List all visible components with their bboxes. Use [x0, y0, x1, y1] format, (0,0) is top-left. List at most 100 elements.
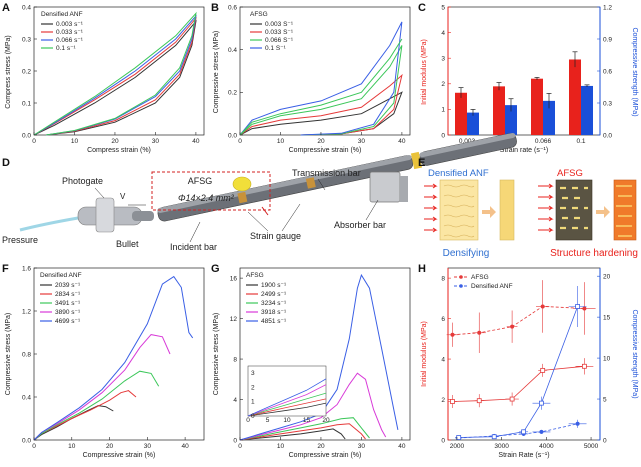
inset-y-tick-label: 2: [251, 384, 255, 391]
inset-y-tick-label: 3: [251, 370, 255, 377]
y-tick-label: 20: [603, 273, 611, 280]
inset-series-line: [247, 398, 327, 417]
absorber-block: [369, 171, 401, 203]
inset-series-line: [247, 378, 327, 417]
x-tick-label: 30: [144, 443, 152, 450]
leader-photogate: [94, 187, 105, 199]
x-axis-label-f: Compressive strain (%): [83, 452, 156, 459]
x-tick-label: 10: [68, 443, 76, 450]
inset-x-tick-label: 15: [303, 417, 311, 424]
leader-strain-gauge-2: [281, 203, 301, 232]
impact-arrow: [424, 194, 438, 200]
x-tick-label: 20: [106, 443, 114, 450]
e-right-title: AFSG: [557, 168, 583, 179]
y-axis-label-b: Compressive stress (MPa): [213, 31, 220, 113]
y-tick-label: 16: [230, 275, 238, 282]
x-tick-label: 40: [398, 443, 406, 450]
y-right-ticks-c: 0.0 0.3 0.6 0.9 1.2: [597, 4, 612, 139]
impact-arrow: [538, 227, 554, 233]
series-group-a: [33, 11, 197, 136]
x-tick-label: 20: [317, 138, 325, 145]
label-photogate: Photogate: [62, 176, 103, 186]
y-tick-label: 4: [233, 397, 237, 404]
impact-arrow: [424, 205, 438, 211]
inset-x-tick-label: 10: [283, 417, 291, 424]
data-point: [476, 398, 482, 404]
panel-letter-e: E: [418, 157, 425, 169]
label-incident-bar: Incident bar: [170, 242, 217, 252]
series-line: [458, 423, 578, 439]
legend-label: 3918 s⁻¹: [261, 309, 287, 316]
legend-b: 0.003 S⁻¹0.033 S⁻¹0.066 S⁻¹0.1 S⁻¹: [250, 21, 294, 52]
legend-label: 2039 s⁻¹: [55, 282, 81, 289]
inset-series-line: [247, 384, 327, 417]
inset-y-ticks-g: 0 1 2 3: [251, 370, 255, 420]
impact-arrow: [424, 183, 438, 189]
panel-d: D AFSG Φ14×2.4 mm² Photogate Pressure V: [2, 132, 517, 252]
legend-label: Densified ANF: [471, 283, 513, 290]
bar-modulus: [531, 78, 543, 135]
x-tick-label: 0: [32, 138, 36, 145]
legend-title-a: Densified ANF: [41, 11, 83, 18]
inset-x-ticks-g: 0 5 10 15 20: [246, 417, 330, 424]
afsg-hardened-block: [613, 179, 637, 241]
y-tick-label: 2: [441, 397, 445, 404]
series-line: [33, 390, 137, 441]
bar-strength: [505, 105, 517, 135]
y-tick-label: 0.6: [603, 68, 612, 75]
inset-series-line: [247, 392, 327, 417]
y-tick-label: 0.3: [603, 100, 612, 107]
panel-e: E Densified ANF AFSG Densifying St: [418, 157, 638, 259]
e-left-caption: Densifying: [443, 248, 490, 259]
y-tick-label: 1: [441, 107, 445, 114]
x-axis-label-a: Compress strain (%): [87, 147, 151, 154]
legend-title-b: AFSG: [250, 11, 268, 18]
bar-modulus: [493, 86, 505, 135]
bars-group-c: [455, 51, 593, 136]
y-tick-label: 0.4: [228, 47, 237, 54]
x-tick-label: 0.1: [576, 138, 585, 145]
legend-marker: [459, 284, 463, 288]
legend-label: 0.1 s⁻¹: [56, 45, 77, 52]
series-line: [239, 428, 346, 441]
x-tick-label: 10: [71, 138, 79, 145]
series-line: [239, 45, 403, 136]
label-strain-gauge: Strain gauge: [250, 231, 301, 241]
bar-strength: [581, 85, 593, 135]
series-line: [33, 11, 197, 136]
x-axis-label-b: Compressive strain (%): [289, 147, 362, 154]
e-left-title: Densified ANF: [428, 168, 489, 179]
x-tick-label: 30: [358, 138, 366, 145]
panel-letter-g: G: [211, 263, 220, 275]
panel-letter-f: F: [2, 263, 9, 275]
bullet: [132, 211, 154, 221]
legend-label: 0.003 S⁻¹: [265, 21, 294, 28]
series-group-b: [239, 21, 403, 136]
impact-arrow: [424, 227, 438, 233]
legend-label: 3491 s⁻¹: [55, 300, 81, 307]
y-tick-label: 0.4: [22, 394, 31, 401]
y-tick-label: 2: [441, 81, 445, 88]
leader-incident-bar: [189, 221, 201, 243]
y-right-ticks-h: 0 5 10 15 20: [597, 273, 611, 444]
x-tick-label: 0.066: [535, 138, 552, 145]
densified-compressed-block: [499, 179, 515, 241]
label-transmission-bar: Transmission bar: [292, 168, 361, 178]
series-line: [33, 370, 160, 441]
x-tick-label: 5000: [584, 443, 599, 450]
y-left-label-c: Initial modulus (MPa): [421, 39, 428, 105]
y-tick-label: 0.3: [22, 36, 31, 43]
y-tick-label: 0.2: [22, 68, 31, 75]
x-tick-label: 40: [181, 443, 189, 450]
data-point: [575, 421, 580, 426]
x-ticks-f: 0 10 20 30 40: [32, 437, 189, 450]
y-tick-label: 0: [441, 132, 445, 139]
y-tick-label: 0.4: [22, 4, 31, 11]
plot-frame-g: [239, 267, 411, 441]
data-point: [540, 304, 545, 309]
series-line: [239, 423, 366, 441]
series-line: [239, 73, 403, 136]
